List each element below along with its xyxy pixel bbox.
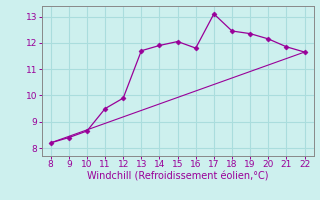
X-axis label: Windchill (Refroidissement éolien,°C): Windchill (Refroidissement éolien,°C) xyxy=(87,172,268,182)
